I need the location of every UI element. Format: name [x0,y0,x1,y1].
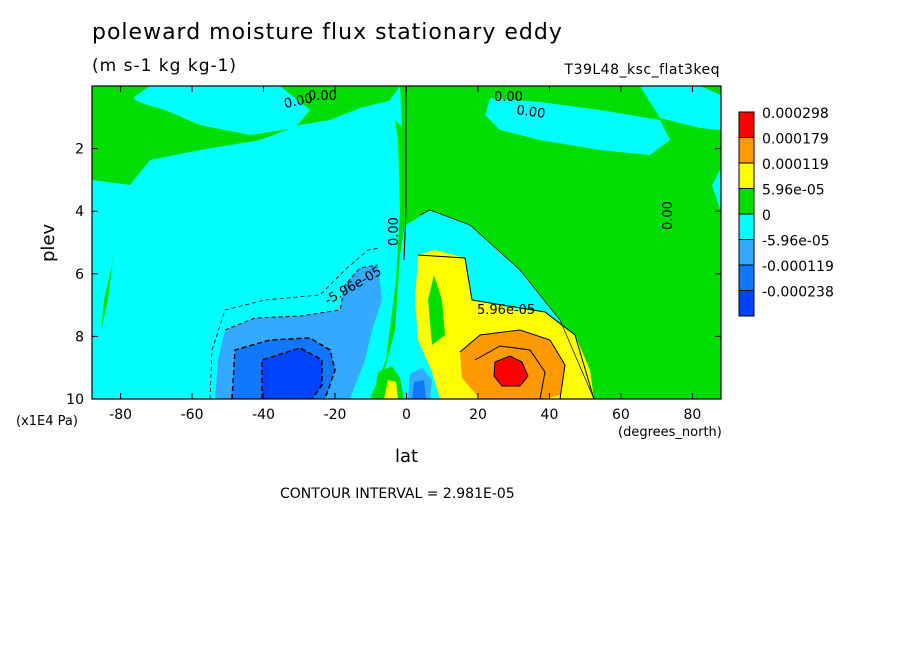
positive-contour-2 [459,329,566,399]
contour-label-3: 0.00 [515,103,546,122]
x-axis-title: lat [395,446,419,467]
contour-line-layer [209,86,595,399]
legend-swatch [738,188,755,215]
color-legend: 0.000298 0.000179 0.000119 5.96e-05 0 -5.96e-… [738,106,834,317]
region-green-top-left [92,86,170,185]
negative-contour-outer [209,247,381,399]
x-tick-label: 40 [541,407,559,423]
negative-contour-3 [261,347,323,399]
contour-label-5: 0.00 [661,201,676,230]
contour-fill-layer [92,86,721,399]
region-yellow-equator [384,380,398,399]
y-axis-title: plev [38,223,59,262]
legend-swatch [738,290,755,317]
zero-contour-line [403,86,407,261]
run-id-label: T39L48_ksc_flat3keq [564,62,720,78]
region-cyan-top-left [130,86,310,135]
region-cyan-top-mid [485,98,670,155]
region-cyan-top-right [640,86,721,130]
y-tick-label: 4 [75,204,84,220]
legend-swatch [738,239,755,266]
region-green-inner [428,275,445,345]
y-axis-ticks: 2 4 6 8 10 [66,142,721,408]
contour-label-4: 0.00 [387,217,402,246]
legend-label: 0.000179 [762,132,829,148]
legend-swatch [738,264,755,291]
contour-interval-note: CONTOUR INTERVAL = 2.981E-05 [280,486,515,502]
negative-contour-2 [231,337,336,399]
x-tick-label: 60 [612,407,630,423]
positive-contour-3 [474,345,546,399]
legend-label: -5.96e-05 [762,234,830,250]
chart-units: (m s-1 kg kg-1) [92,56,238,76]
y-axis-unit: (x1E4 Pa) [16,414,78,429]
contour-label-7: 5.96e-05 [477,303,535,318]
legend-label: -0.000119 [762,259,834,275]
legend-swatch [738,137,755,164]
region-red-max [494,356,528,386]
legend-label: 0.000298 [762,106,829,122]
chart-title: poleward moisture flux stationary eddy [92,20,563,45]
x-tick-label: -40 [252,407,275,423]
contour-label-2: 0.00 [494,90,523,105]
region-blue-equator-core [412,380,426,399]
region-blue-deep [262,348,322,399]
y-tick-label: 6 [75,267,84,283]
contour-label-0: 0.00 [283,91,314,112]
legend-label: -0.000238 [762,285,834,301]
x-axis-unit: (degrees_north) [618,425,722,440]
legend-label: 0 [762,208,771,224]
y-tick-label: 10 [66,392,84,408]
legend-label: 5.96e-05 [762,183,825,199]
x-tick-label: 0 [402,407,411,423]
y-tick-label: 2 [75,142,84,158]
legend-swatch [738,162,755,189]
legend-swatch [738,213,755,240]
x-axis-ticks: -80 -60 -40 -20 0 20 40 60 80 [109,86,701,423]
x-tick-label: 20 [469,407,487,423]
legend-label: 0.000119 [762,157,829,173]
positive-contour-1 [417,254,595,399]
x-tick-label: -80 [109,407,132,423]
positive-contour-outer [419,209,595,399]
x-tick-label: -60 [181,407,204,423]
positive-contour-4 [493,355,529,387]
x-tick-label: -20 [324,407,347,423]
contour-label-1: 0.00 [308,89,337,104]
legend-swatch [738,111,755,138]
x-tick-label: 80 [683,407,701,423]
y-tick-label: 8 [75,329,84,345]
